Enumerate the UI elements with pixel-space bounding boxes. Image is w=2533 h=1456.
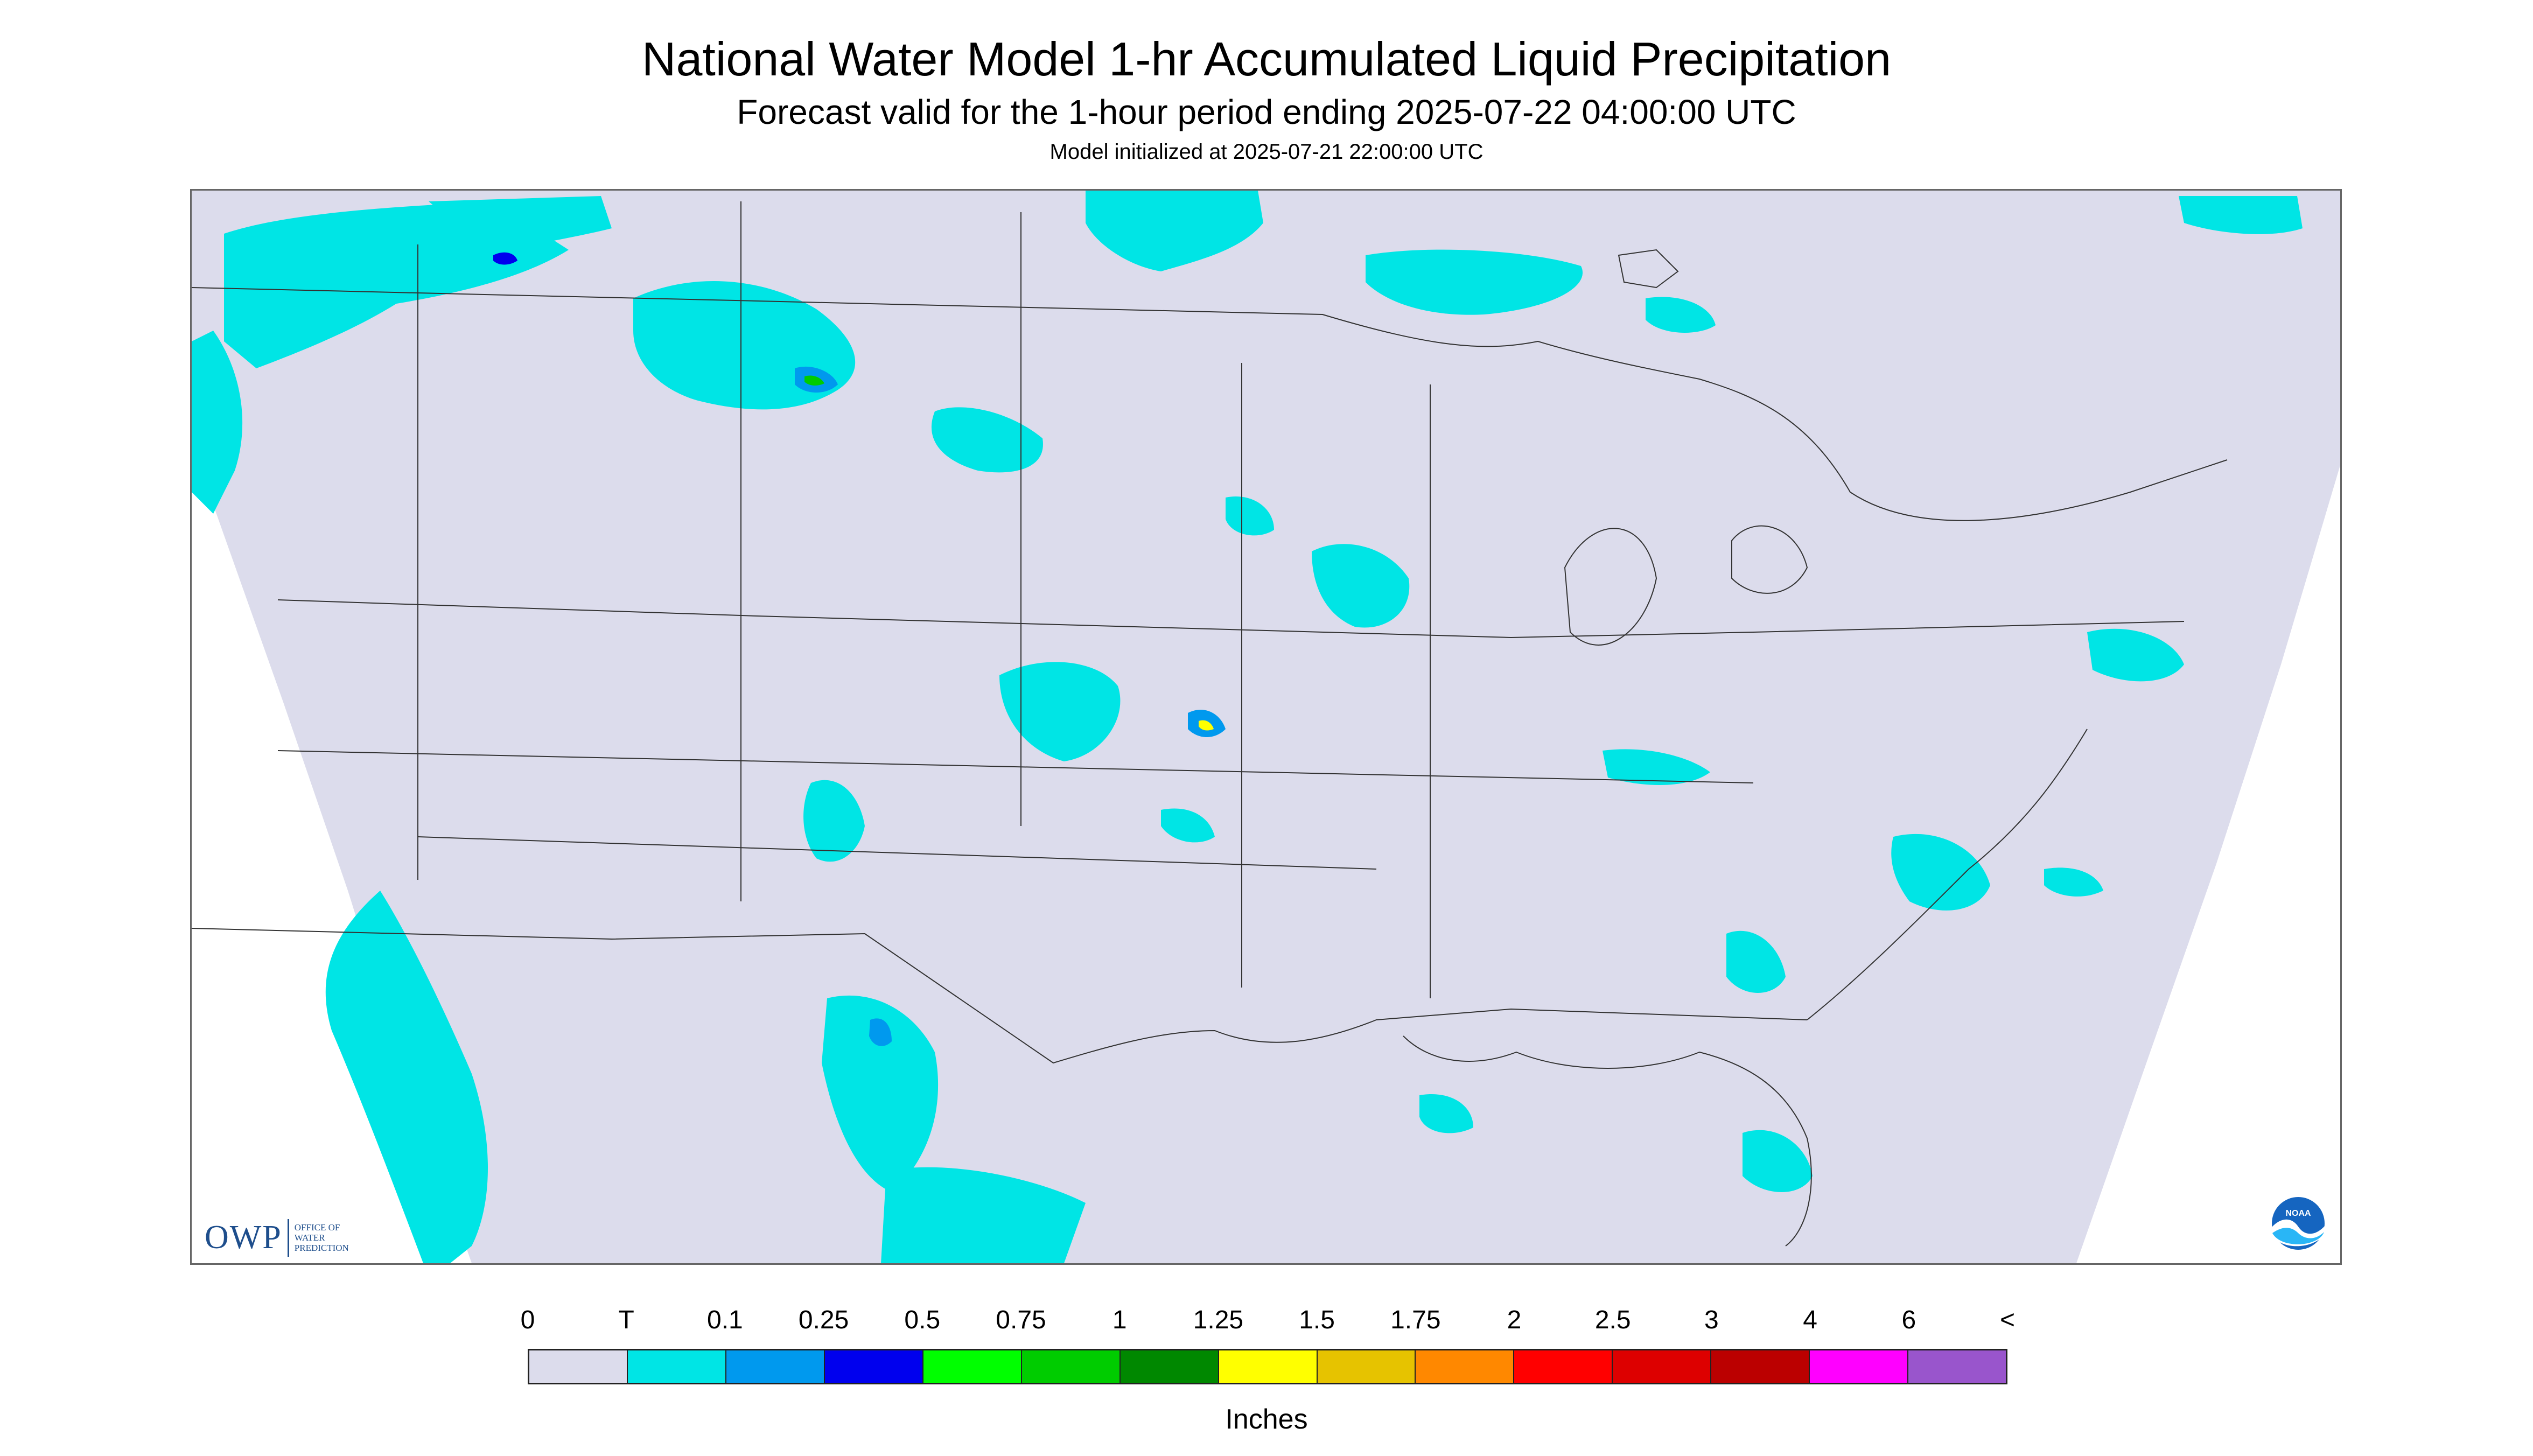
map-canvas: [192, 191, 2340, 1263]
legend-color-bar: [528, 1349, 2007, 1384]
legend-tick-label: 3: [1704, 1306, 1719, 1334]
model-init-note: Model initialized at 2025-07-21 22:00:00…: [1049, 140, 1484, 164]
owp-logo-line: OFFICE OF: [294, 1222, 340, 1233]
legend-swatch: [1317, 1350, 1416, 1383]
owp-logo-line: PREDICTION: [294, 1243, 349, 1253]
precipitation-map: OWP OFFICE OF WATER PREDICTION NOAA: [190, 189, 2342, 1265]
precip-trace-area: [429, 196, 612, 255]
precip-trace-area: [325, 891, 488, 1263]
legend-swatch: [923, 1350, 1022, 1383]
legend-swatch: [529, 1350, 628, 1383]
legend-swatch: [1613, 1350, 1712, 1383]
precip-trace-area: [1891, 834, 1990, 911]
legend-swatch: [824, 1350, 923, 1383]
legend-tick-label: 0.25: [798, 1306, 849, 1334]
legend-swatch: [1514, 1350, 1613, 1383]
precip-trace-area: [881, 1167, 1086, 1263]
precip-trace-area: [931, 407, 1043, 473]
precip-trace-area: [1161, 808, 1215, 843]
legend-units: Inches: [1225, 1404, 1308, 1435]
precip-trace-area: [1603, 749, 1710, 785]
legend-tick-label: 0.1: [707, 1306, 743, 1334]
precip-trace-area: [999, 662, 1121, 761]
forecast-valid-subtitle: Forecast valid for the 1-hour period end…: [737, 93, 1796, 131]
precip-trace-area: [1726, 930, 1786, 993]
legend-tick-label: 0: [520, 1306, 535, 1334]
noaa-logo: NOAA: [2271, 1196, 2326, 1251]
legend-tick-label: 6: [1901, 1306, 1916, 1334]
precip-trace-area: [822, 995, 939, 1192]
precip-trace-area: [1226, 496, 1274, 536]
owp-logo-line: WATER: [294, 1233, 325, 1243]
precip-trace-area: [1086, 191, 1263, 271]
precip-trace-area: [192, 331, 243, 514]
legend-swatch: [627, 1350, 726, 1383]
precip-heavy-cores: [493, 252, 1226, 1046]
legend-tick-label: 4: [1803, 1306, 1817, 1334]
legend-tick-label: 2.5: [1594, 1306, 1631, 1334]
legend-tick-label: 0.75: [996, 1306, 1046, 1334]
precip-trace-area: [803, 780, 865, 862]
precip-trace-area: [2179, 196, 2303, 234]
legend-swatch: [1021, 1350, 1121, 1383]
legend-tick-label: T: [618, 1306, 634, 1334]
precip-trace-area: [1743, 1130, 1813, 1192]
legend-swatch: [726, 1350, 825, 1383]
legend-swatch: [1711, 1350, 1810, 1383]
legend-tick-label: 0.5: [904, 1306, 941, 1334]
legend-tick-label: 1.25: [1193, 1306, 1244, 1334]
precip-trace-area: [1312, 544, 1410, 628]
legend-tick-label: 1: [1112, 1306, 1127, 1334]
legend-swatch: [1219, 1350, 1318, 1383]
precip-trace-area: [1646, 297, 1716, 333]
map-title: National Water Model 1-hr Accumulated Li…: [641, 32, 1892, 86]
owp-logo-mark: OWP: [205, 1219, 282, 1256]
legend-tick-label: <: [1999, 1306, 2016, 1334]
owp-logo-text: OFFICE OF WATER PREDICTION: [295, 1222, 349, 1253]
noaa-logo-text: NOAA: [2285, 1209, 2311, 1218]
precip-trace-areas: [192, 191, 2303, 1263]
legend-swatch: [1908, 1350, 2006, 1383]
precip-trace-area: [2044, 867, 2103, 897]
political-boundaries: [192, 201, 2228, 1247]
legend-swatch: [1120, 1350, 1219, 1383]
legend-tick-label: 2: [1507, 1306, 1522, 1334]
owp-logo-separator: [287, 1219, 289, 1257]
precip-trace-area: [1366, 249, 1583, 315]
legend-swatch: [1810, 1350, 1909, 1383]
precip-legend: 0 T 0.1 0.25 0.5 0.75 1 1.25 1.5 1.75 2 2.5 3 4 6 < Inc…: [0, 1282, 2533, 1443]
legend-tick-label: 1.5: [1299, 1306, 1335, 1334]
model-domain: [192, 191, 2340, 1263]
precip-trace-area: [1419, 1094, 1473, 1133]
legend-swatch: [1416, 1350, 1515, 1383]
legend-tick-label: 1.75: [1390, 1306, 1441, 1334]
precip-trace-area: [2087, 628, 2184, 682]
owp-logo: OWP OFFICE OF WATER PREDICTION: [205, 1219, 349, 1257]
